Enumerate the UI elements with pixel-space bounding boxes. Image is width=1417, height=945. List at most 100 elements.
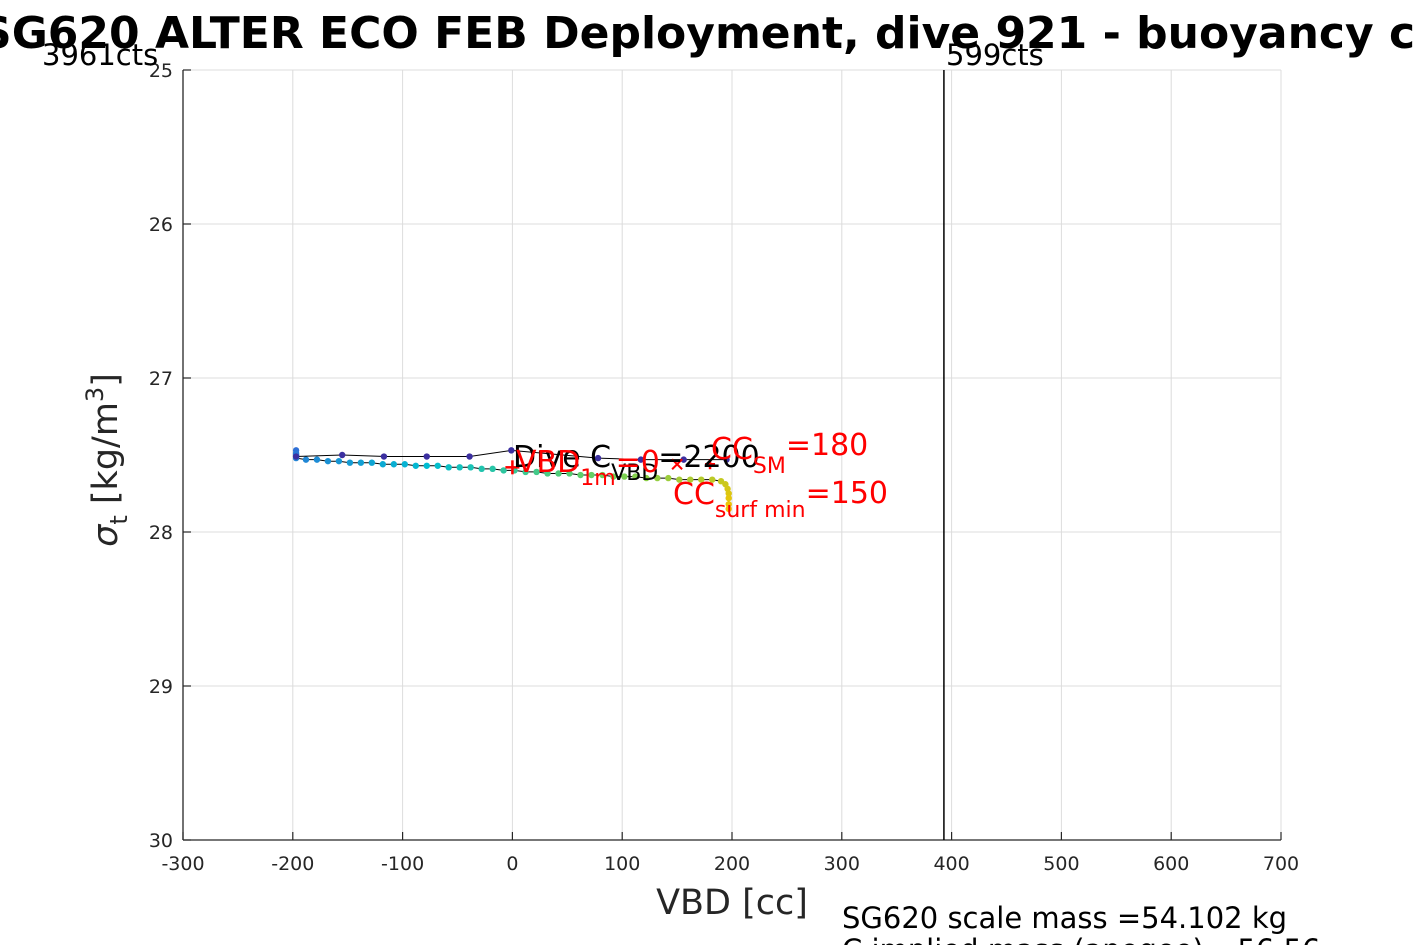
profile-point bbox=[434, 462, 441, 469]
markers bbox=[505, 458, 716, 475]
dive-c-sub: VBD bbox=[611, 461, 658, 486]
grid bbox=[183, 69, 1282, 840]
profile-point bbox=[687, 476, 694, 483]
upper-track-point bbox=[339, 451, 346, 459]
upper-track-point bbox=[466, 453, 473, 460]
profile-point bbox=[368, 459, 376, 466]
upper-track-point bbox=[292, 453, 300, 460]
upper-track-point bbox=[423, 453, 430, 460]
profile-point bbox=[401, 461, 408, 468]
counts-right-label: 599cts bbox=[946, 38, 1044, 72]
profile-point bbox=[725, 505, 732, 513]
y-ticks: 25 26 27 28 29 30 bbox=[149, 60, 191, 852]
profile-point bbox=[709, 476, 716, 483]
upper-track-point bbox=[380, 453, 388, 460]
profile-point bbox=[577, 471, 584, 479]
profile-point bbox=[725, 494, 732, 502]
series bbox=[292, 447, 732, 513]
dive-c-main: Dive C bbox=[513, 440, 611, 475]
x-axis-label: VBD [cc] bbox=[656, 883, 808, 923]
profile-point bbox=[698, 476, 705, 483]
profile-point bbox=[555, 470, 562, 477]
y-tick-label: 25 bbox=[149, 60, 173, 82]
profile-point bbox=[676, 476, 683, 483]
cc-surf-annotation: CCsurf min=150 bbox=[673, 476, 888, 523]
profile-point bbox=[445, 464, 452, 471]
profile-point bbox=[725, 501, 732, 508]
upper-track-point bbox=[508, 447, 515, 454]
x-tick-label: 500 bbox=[1043, 853, 1079, 875]
profile-point bbox=[335, 457, 343, 465]
y-tick-label: 30 bbox=[149, 830, 173, 852]
vbd-1m-main: VBD bbox=[516, 445, 580, 480]
x-tick-label: -300 bbox=[161, 853, 204, 875]
y-tick-label: 27 bbox=[149, 368, 173, 390]
profile-point bbox=[610, 473, 617, 480]
x-tick-label: 300 bbox=[824, 853, 860, 875]
vbd-1m-sub: 1m bbox=[580, 466, 615, 491]
profile-point bbox=[632, 473, 639, 480]
profile-point bbox=[654, 474, 661, 482]
dive-c-value: =2200 bbox=[658, 440, 759, 475]
upper-track-line bbox=[296, 449, 727, 461]
y-axis-label-symbol: σ bbox=[86, 523, 126, 547]
y-axis-label-sup: 3 bbox=[81, 387, 109, 402]
upper-track-point bbox=[680, 456, 687, 463]
profile-point bbox=[544, 470, 551, 477]
x-tick-label: 200 bbox=[714, 853, 750, 875]
profile-point bbox=[456, 464, 463, 471]
profile-point bbox=[324, 457, 332, 465]
footer-scale-mass: SG620 scale mass =54.102 kg bbox=[842, 901, 1287, 935]
upper-track-point bbox=[637, 456, 645, 463]
x-ticks: -300 -200 -100 0 100 200 300 400 500 600 700 bbox=[161, 832, 1299, 875]
profile-point bbox=[302, 456, 310, 463]
profile-point bbox=[412, 462, 419, 469]
vbd-1m-value: =0 bbox=[616, 445, 660, 480]
y-tick-label: 29 bbox=[149, 676, 173, 698]
profile-point bbox=[522, 468, 529, 476]
y-tick-label: 26 bbox=[149, 214, 173, 236]
chart-title: SG620 ALTER ECO FEB Deployment, dive 921… bbox=[0, 8, 1417, 59]
vbd-1m-annotation: VBD1m=0 bbox=[516, 445, 660, 491]
x-tick-label: 600 bbox=[1153, 853, 1189, 875]
profile-point bbox=[643, 474, 650, 482]
upper-track-point bbox=[723, 456, 730, 463]
footer-implied-mass: C implied mass (apogee) =56.56 bbox=[842, 933, 1320, 945]
profile-point bbox=[346, 459, 354, 466]
profile-point bbox=[379, 461, 387, 468]
profile-point bbox=[588, 471, 595, 479]
profile-point bbox=[357, 459, 365, 466]
x-marker-b bbox=[671, 458, 683, 470]
y-axis-label-close: ] bbox=[86, 373, 126, 387]
x-tick-label: 100 bbox=[604, 853, 640, 875]
profile-point bbox=[533, 468, 540, 476]
y-tick-label: 28 bbox=[149, 522, 173, 544]
profile-point bbox=[725, 490, 732, 497]
cc-surf-value: =150 bbox=[806, 476, 888, 511]
profile-point bbox=[599, 471, 606, 479]
counts-left-label: 3961cts bbox=[42, 38, 158, 72]
profile-point bbox=[423, 462, 430, 469]
upper-track-point bbox=[594, 454, 602, 462]
profile-point bbox=[478, 465, 485, 473]
profile-point bbox=[313, 456, 321, 463]
profile-point bbox=[566, 470, 573, 477]
x-tick-label: -200 bbox=[271, 853, 314, 875]
x-tick-label: 400 bbox=[933, 853, 969, 875]
x-tick-label: 0 bbox=[506, 853, 518, 875]
y-axis-label-unit: [kg/m bbox=[86, 402, 126, 504]
cc-sm-sub: SM bbox=[753, 454, 786, 479]
cc-sm-value: =180 bbox=[786, 428, 868, 463]
profile-point bbox=[489, 465, 496, 473]
profile-point bbox=[467, 464, 474, 471]
y-axis-label-sub: t bbox=[105, 515, 133, 524]
profile-point bbox=[500, 467, 507, 474]
cc-sm-main: CC bbox=[711, 432, 753, 467]
y-axis-label: σt [kg/m3] bbox=[81, 373, 133, 547]
profile-point bbox=[390, 461, 398, 468]
x-tick-label: -100 bbox=[381, 853, 424, 875]
cc-surf-sub: surf min bbox=[715, 498, 806, 523]
x-tick-label: 700 bbox=[1263, 853, 1299, 875]
cc-sm-annotation: CCSM=180 bbox=[711, 428, 868, 479]
